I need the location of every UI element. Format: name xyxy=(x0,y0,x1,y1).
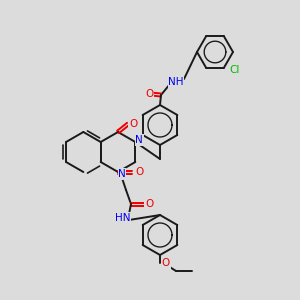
Text: O: O xyxy=(145,199,153,209)
Text: O: O xyxy=(162,258,170,268)
Text: O: O xyxy=(129,119,137,129)
Text: O: O xyxy=(135,167,143,177)
Text: N: N xyxy=(118,169,126,179)
Text: HN: HN xyxy=(115,213,131,223)
Text: N: N xyxy=(135,135,143,145)
Text: NH: NH xyxy=(168,77,184,87)
Text: O: O xyxy=(145,89,153,99)
Text: Cl: Cl xyxy=(230,64,240,75)
